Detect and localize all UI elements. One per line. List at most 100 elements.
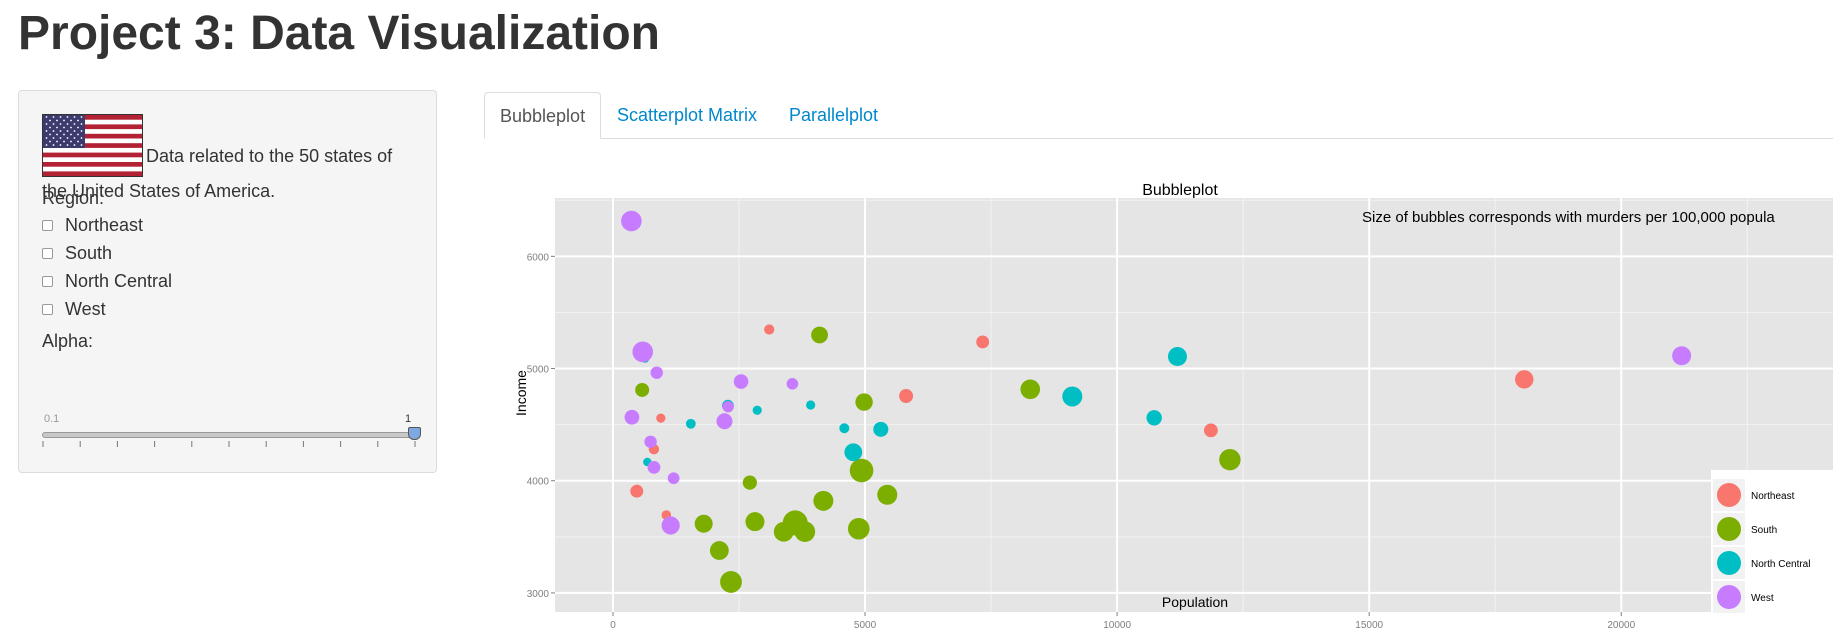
south-checkbox[interactable] — [42, 248, 53, 259]
bubble-south — [709, 541, 729, 560]
legend-label: Northeast — [1751, 491, 1795, 502]
bubble-west — [624, 409, 640, 425]
bubble-west — [667, 472, 680, 485]
bubble-west — [661, 516, 680, 535]
slider-max-label: 1 — [405, 413, 412, 425]
slider-ticks — [42, 441, 416, 447]
bubble-west — [722, 400, 734, 413]
tab-scatterplot-matrix[interactable]: Scatterplot Matrix — [617, 105, 758, 125]
bubble-south — [811, 326, 828, 344]
bubble-northeast — [630, 484, 644, 498]
chart-title: Bubbleplot — [1142, 182, 1218, 199]
description-line-2: the United States of America. — [42, 181, 276, 201]
bubbles — [621, 210, 1692, 593]
region-option-north-central[interactable]: North Central — [42, 271, 172, 292]
alpha-slider-track[interactable] — [42, 432, 416, 438]
bubble-south — [877, 484, 898, 505]
bubble-south — [635, 382, 650, 397]
x-axis-label: Population — [1162, 594, 1228, 610]
plot-panel — [555, 198, 1833, 612]
bubble-north-central — [844, 443, 863, 462]
x-tick-label: 20000 — [1607, 620, 1635, 631]
y-axis-label: Income — [513, 370, 529, 416]
bubble-west — [644, 435, 657, 448]
bubble-south — [794, 521, 816, 542]
west-label: West — [65, 299, 106, 319]
northeast-label: Northeast — [65, 215, 144, 235]
x-tick-label: 15000 — [1355, 620, 1383, 631]
x-tick-label: 0 — [610, 620, 616, 631]
bubble-south — [849, 458, 874, 483]
bubble-north-central — [839, 423, 850, 434]
legend: Northeast South North Central West — [1711, 470, 1833, 613]
bubble-south — [1219, 448, 1241, 471]
y-tick-label: 4000 — [527, 477, 550, 488]
bubble-west — [632, 341, 654, 363]
size-annotation: Size of bubbles corresponds with murders… — [1362, 209, 1775, 226]
west-checkbox[interactable] — [42, 304, 53, 315]
us-flag-icon — [42, 114, 143, 177]
bubble-northeast — [1515, 370, 1534, 389]
north-central-checkbox[interactable] — [42, 276, 53, 287]
bubble-south — [720, 571, 742, 593]
sidebar-panel: Data related to the 50 states of the Uni… — [18, 90, 437, 473]
bubble-west — [716, 413, 733, 430]
region-option-northeast[interactable]: Northeast — [42, 215, 143, 236]
y-tick-label: 3000 — [527, 589, 550, 600]
bubble-south — [855, 393, 873, 411]
bubble-south — [813, 490, 834, 511]
y-tick-label: 5000 — [527, 365, 550, 376]
bubble-west — [647, 460, 661, 474]
bubble-north-central — [752, 405, 762, 415]
page-title: Project 3: Data Visualization — [18, 7, 660, 60]
y-tick-label: 6000 — [527, 252, 550, 263]
region-label: Region: — [42, 188, 105, 208]
axes: 0 5000 10000 15000 20000 3000 4000 5000 6000 — [527, 252, 1636, 631]
slider-min-label: 0.1 — [44, 413, 60, 425]
tab-parallelplot[interactable]: Parallelplot — [789, 105, 879, 125]
bubble-north-central — [806, 400, 816, 410]
legend-label: South — [1751, 525, 1777, 536]
bubble-northeast — [1203, 423, 1218, 438]
bubble-northeast — [656, 413, 666, 423]
bubble-northeast — [764, 324, 775, 335]
bubble-south — [773, 521, 794, 542]
bubble-north-central — [1062, 386, 1083, 407]
bubbleplot-chart: Bubbleplot Size of bubbles corresponds w… — [513, 182, 1833, 631]
bubble-north-central — [685, 418, 696, 429]
bubble-north-central — [873, 421, 889, 437]
grid-lines — [555, 198, 1833, 612]
bubble-north-central — [1167, 347, 1187, 367]
tab-bar: Bubbleplot Scatterplot Matrix Parallelpl… — [484, 92, 1833, 139]
tab-bubbleplot[interactable]: Bubbleplot — [484, 92, 602, 139]
legend-key-south — [1717, 517, 1741, 541]
description-line-1: Data related to the 50 states of — [146, 146, 393, 166]
legend-key-west — [1717, 585, 1741, 609]
bubble-west — [786, 377, 799, 390]
x-tick-label: 5000 — [854, 620, 877, 631]
x-tick-label: 10000 — [1103, 620, 1131, 631]
north-central-label: North Central — [65, 271, 173, 291]
alpha-label: Alpha: — [42, 331, 94, 351]
bubble-south — [1020, 379, 1041, 400]
region-option-west[interactable]: West — [42, 299, 106, 320]
bubble-south — [696, 516, 711, 532]
bubble-south — [745, 512, 765, 532]
alpha-slider-handle[interactable] — [408, 427, 421, 440]
bubble-west — [733, 374, 749, 389]
bubble-west — [650, 366, 663, 379]
legend-label: North Central — [1751, 559, 1810, 570]
northeast-checkbox[interactable] — [42, 220, 53, 231]
legend-key-north-central — [1717, 551, 1741, 575]
bubble-northeast — [899, 389, 914, 404]
region-option-south[interactable]: South — [42, 243, 112, 264]
bubble-south — [742, 475, 757, 490]
bubble-west — [621, 210, 642, 232]
bubble-west — [1672, 346, 1692, 366]
bubble-northeast — [976, 335, 990, 349]
south-label: South — [65, 243, 113, 263]
bubble-south — [847, 517, 870, 540]
legend-label: West — [1751, 593, 1774, 604]
legend-key-northeast — [1717, 483, 1741, 507]
bubble-north-central — [1146, 410, 1162, 426]
